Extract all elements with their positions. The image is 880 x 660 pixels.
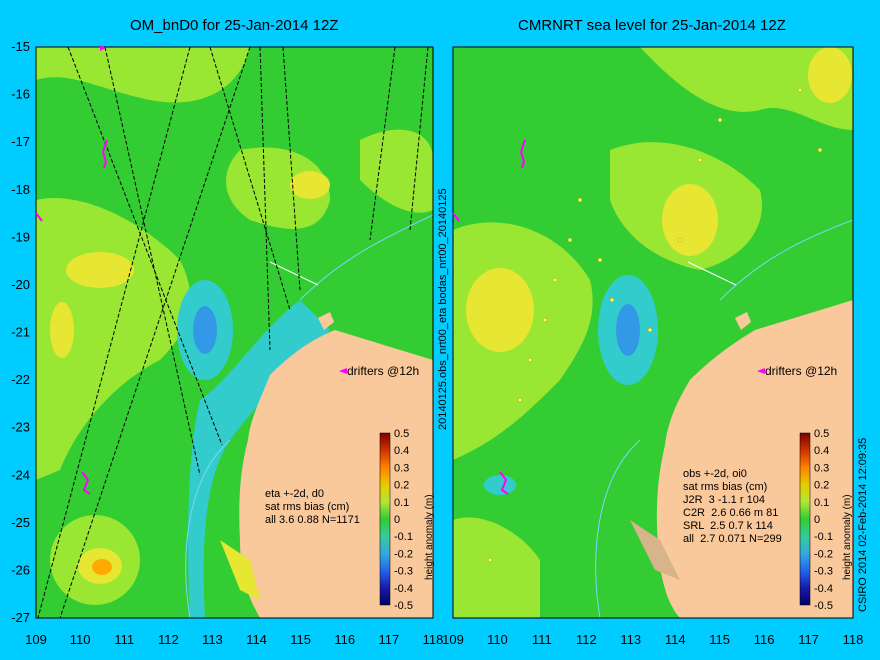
lat-tick-label: -19	[11, 229, 30, 244]
colorbar-tick-label: -0.3	[394, 566, 413, 578]
right-panel-title: CMRNRT sea level for 25-Jan-2014 12Z	[518, 17, 786, 34]
lon-tick-label: 116	[754, 632, 775, 647]
center-vertical-label: 20140125.obs_nrt00_eta bodas_nrt00_20140…	[437, 188, 449, 430]
left-map	[36, 47, 433, 618]
right-colorbar	[799, 432, 811, 606]
lon-tick-label: 109	[25, 632, 47, 647]
left-drifters-label: drifters @12h	[347, 364, 420, 378]
lon-tick-label: 115	[709, 632, 730, 647]
lat-tick-label: -27	[11, 610, 30, 625]
left-colorbar-label: height anomaly (m)	[424, 494, 435, 580]
lat-tick-label: -23	[11, 420, 30, 435]
colorbar-tick-label: 0.2	[394, 480, 409, 492]
left-stats-line: eta +-2d, d0	[265, 488, 325, 500]
colorbar-tick-label: 0.3	[814, 462, 829, 474]
lat-tick-label: -15	[11, 39, 30, 54]
right-stats-line: sat rms bias (cm)	[683, 481, 768, 493]
colorbar-tick-label: 0.1	[394, 497, 409, 509]
lon-tick-label: 110	[70, 632, 91, 647]
right-map	[453, 47, 853, 618]
lon-tick-label: 115	[290, 632, 311, 647]
lat-tick-label: -20	[11, 277, 30, 292]
lon-tick-label: 117	[379, 632, 400, 647]
lon-tick-label: 113	[202, 632, 223, 647]
colorbar-tick-label: -0.4	[814, 583, 833, 595]
colorbar-tick-label: 0	[814, 514, 820, 526]
lon-tick-label: 112	[158, 632, 179, 647]
colorbar-tick-label: -0.2	[394, 548, 413, 560]
left-map-frame	[35, 46, 434, 619]
colorbar-tick-label: 0.5	[814, 428, 829, 440]
colorbar-tick-label: -0.1	[814, 531, 833, 543]
right-stats-line: all 2.7 0.071 N=299	[683, 533, 782, 545]
colorbar-tick-label: 0.2	[814, 480, 829, 492]
lat-tick-label: -16	[11, 87, 30, 102]
colorbar-tick-label: -0.3	[814, 566, 833, 578]
lat-tick-label: -17	[11, 134, 30, 149]
lat-tick-label: -25	[11, 515, 30, 530]
lon-tick-label: 118	[843, 632, 864, 647]
colorbar-tick-label: 0.4	[814, 445, 829, 457]
right-map-frame	[452, 46, 854, 619]
lat-tick-label: -21	[11, 325, 30, 340]
right-stats-line: J2R 3 -1.1 r 104	[683, 494, 765, 506]
colorbar-tick-label: 0.3	[394, 462, 409, 474]
right-stats-box: obs +-2d, oi0 sat rms bias (cm) J2R 3 -1.1…	[683, 468, 782, 546]
left-stats-line: all 3.6 0.88 N=1171	[265, 514, 360, 526]
right-stats-line: SRL 2.5 0.7 k 114	[683, 520, 773, 532]
colorbar-tick-label: -0.5	[394, 600, 413, 612]
lon-tick-label: 111	[114, 632, 134, 647]
lon-tick-label: 116	[334, 632, 355, 647]
left-panel-title: OM_bnD0 for 25-Jan-2014 12Z	[130, 17, 339, 34]
colorbar-tick-label: 0.1	[814, 497, 829, 509]
lon-tick-label: 114	[246, 632, 267, 647]
left-satellite-tracks	[37, 47, 429, 618]
right-stats-line: obs +-2d, oi0	[683, 468, 747, 480]
lon-tick-label: 112	[576, 632, 597, 647]
lon-tick-label: 110	[487, 632, 508, 647]
drifter-markers	[35, 45, 765, 495]
credit-label: CSIRO 2014 02-Feb-2014 12:09:35	[857, 437, 869, 612]
lat-tick-label: -22	[11, 372, 30, 387]
colorbar-tick-label: 0.4	[394, 445, 409, 457]
left-colorbar	[379, 432, 391, 606]
lon-tick-label: 117	[798, 632, 819, 647]
lon-tick-label: 114	[665, 632, 686, 647]
lon-tick-label: 109	[442, 632, 464, 647]
colorbar-tick-label: -0.2	[814, 548, 833, 560]
right-stats-line: C2R 2.6 0.66 m 81	[683, 507, 779, 519]
colorbar-tick-label: -0.4	[394, 583, 413, 595]
lat-tick-label: -26	[11, 562, 30, 577]
lon-tick-label: 111	[532, 632, 552, 647]
lon-tick-label: 118	[423, 632, 444, 647]
lat-tick-label: -18	[11, 182, 30, 197]
right-drifters-label: drifters @12h	[765, 364, 838, 378]
colorbar-tick-label: -0.1	[394, 531, 413, 543]
left-stats-line: sat rms bias (cm)	[265, 501, 350, 513]
right-obs-points	[487, 87, 823, 563]
left-stats-box: eta +-2d, d0 sat rms bias (cm) all 3.6 0.8…	[265, 488, 360, 527]
right-colorbar-label: height anomaly (m)	[842, 494, 853, 580]
lon-tick-label: 113	[620, 632, 641, 647]
colorbar-tick-label: 0.5	[394, 428, 409, 440]
colorbar-tick-label: -0.5	[814, 600, 833, 612]
colorbar-tick-label: 0	[394, 514, 400, 526]
lat-tick-label: -24	[11, 467, 30, 482]
